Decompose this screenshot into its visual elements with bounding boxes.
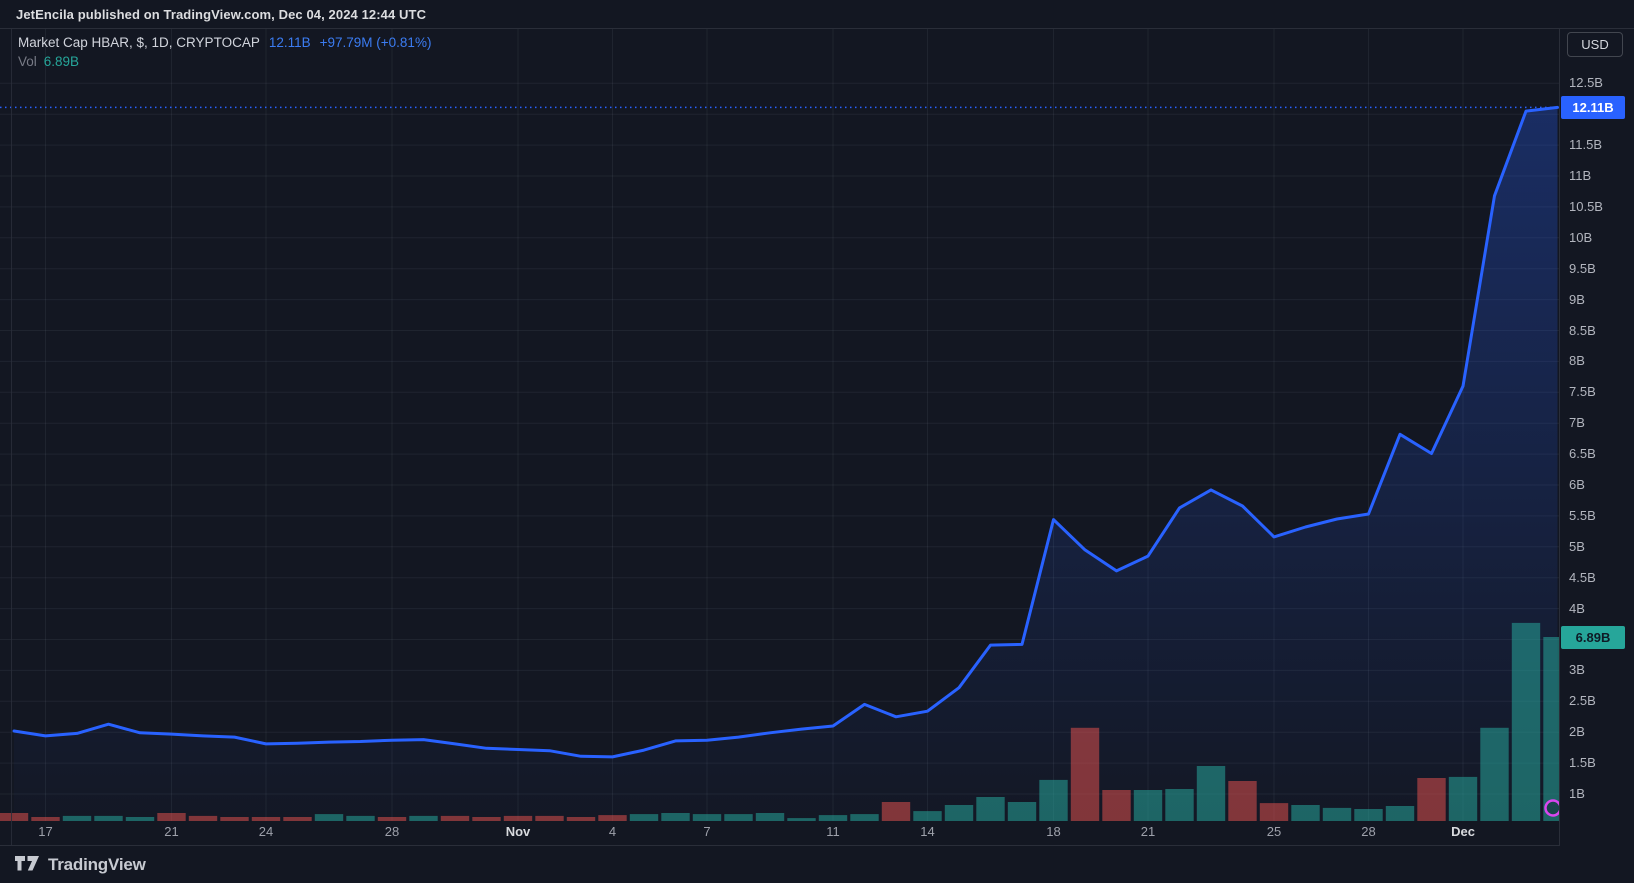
chart-pane: 17 21 24 28 Nov 4 7 11 14 18 21 25 28 Dec Market Cap … [0,28,1634,846]
price-tick: 5.5B [1569,507,1596,523]
price-tick: 1.5B [1569,755,1596,771]
publisher-text: JetEncila published on TradingView.com, … [16,6,427,22]
price-tick: 9B [1569,291,1585,307]
price-chart-canvas[interactable] [0,29,1559,846]
last-bar-marker-circle [1544,799,1559,817]
price-tick: 5B [1569,538,1585,554]
price-tick: 8B [1569,353,1585,369]
volume-value: 6.89B [43,53,80,69]
last-price-badge: 12.11B [1561,95,1625,119]
price-tick: 2B [1569,724,1585,740]
tradingview-logo-icon[interactable] [15,856,40,873]
currency-usd-button[interactable]: USD [1567,32,1623,57]
price-tick: 9.5B [1569,260,1596,276]
price-tick: 1B [1569,786,1585,801]
price-tick: 6B [1569,477,1585,492]
market-cap-line [12,105,1559,759]
price-tick: 8.5B [1569,322,1596,338]
legend: Market Cap HBAR, $, 1D, CRYPTOCAP 12.11B… [18,33,431,70]
legend-last-value: 12.11B [268,35,311,50]
price-axis[interactable]: USD 12.5B12B11.5B11B10.5B10B9.5B9B8.5B8B… [1559,29,1634,846]
price-tick: 11.5B [1569,137,1603,153]
symbol-title[interactable]: Market Cap HBAR, $, 1D, CRYPTOCAP [18,35,260,50]
market-cap-area-fill [14,107,1558,821]
price-tick: 10.5B [1569,198,1603,214]
legend-change: +97.79M (+0.81%) [319,35,432,50]
price-tick: 7B [1569,415,1585,431]
price-tick: 12.5B [1569,75,1603,91]
publisher-bar: JetEncila published on TradingView.com, … [0,0,1634,28]
price-tick: 6.5B [1569,446,1596,462]
price-tick: 7.5B [1569,384,1596,400]
price-tick: 10B [1569,229,1593,245]
price-tick: 4B [1569,600,1585,616]
footer-bar: TradingView [0,845,1634,883]
price-tick: 2.5B [1569,693,1596,709]
price-tick: 3B [1569,662,1585,678]
volume-histogram [0,622,1559,821]
tradingview-brand-text[interactable]: TradingView [48,854,146,874]
volume-label: Vol [18,53,37,69]
price-tick: 11B [1569,168,1592,183]
last-volume-badge: 6.89B [1561,626,1625,649]
price-tick: 4.5B [1569,569,1596,585]
